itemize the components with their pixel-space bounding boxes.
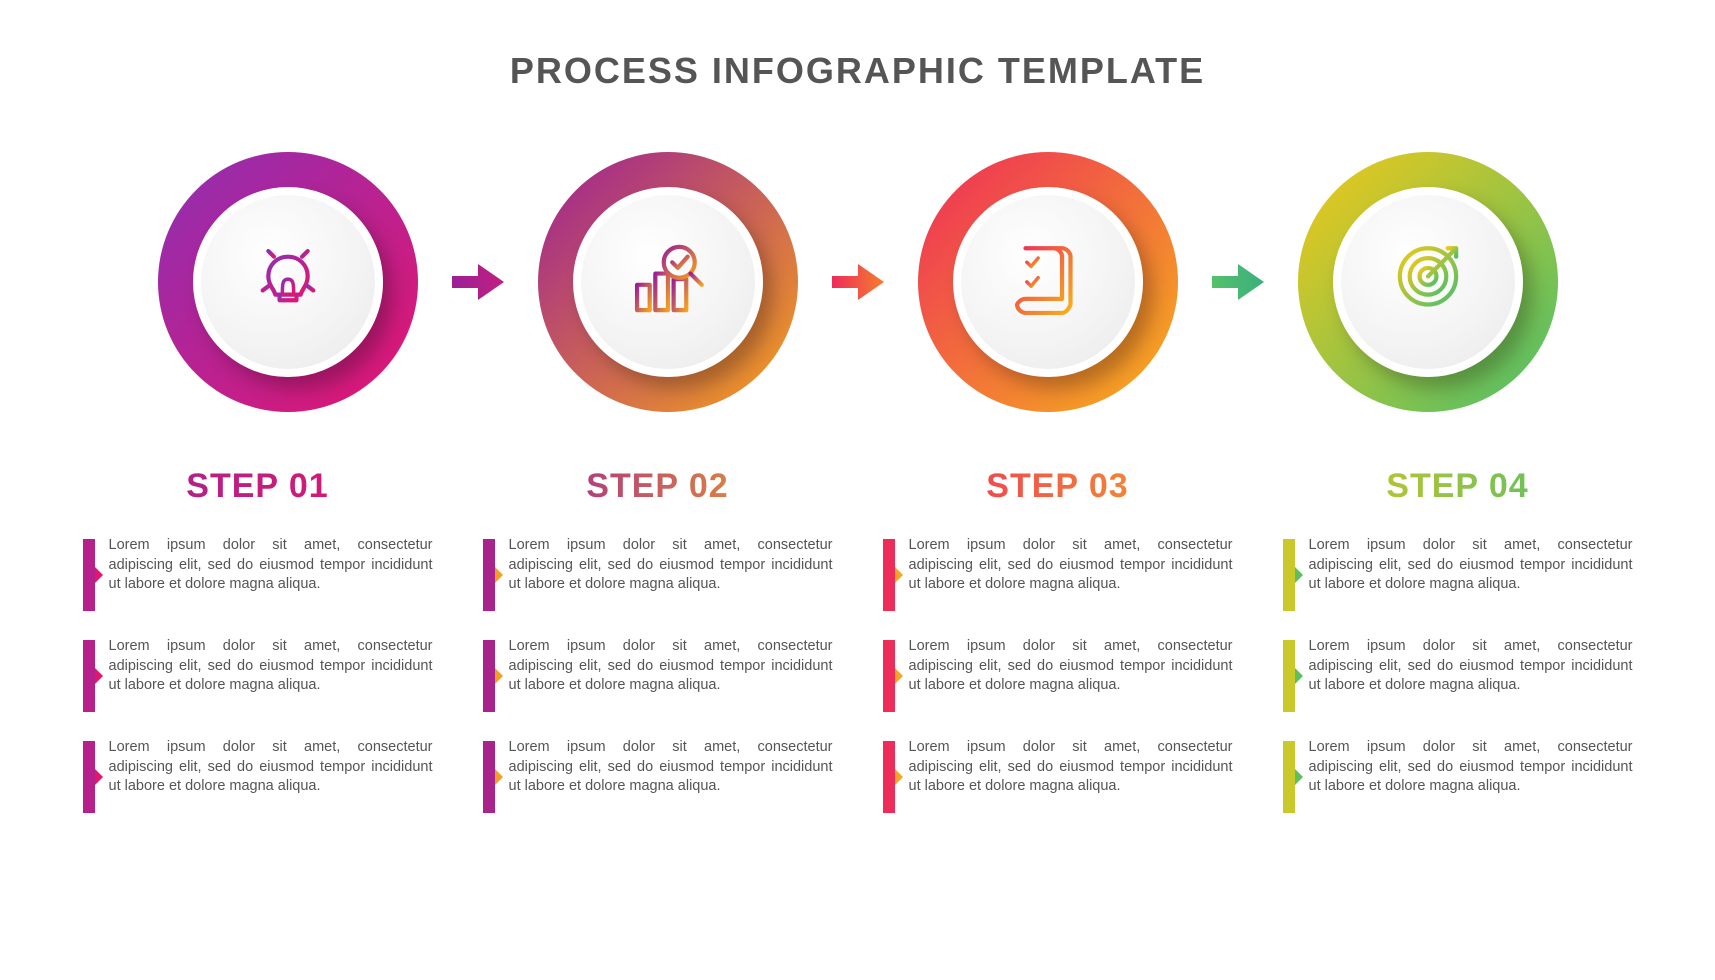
- step-circle-1: [158, 152, 418, 412]
- bullet-item: Lorem ipsum dolor sit amet, consectetur …: [1283, 536, 1633, 611]
- bullet-text: Lorem ipsum dolor sit amet, consectetur …: [909, 637, 1233, 712]
- bullet-column-4: Lorem ipsum dolor sit amet, consectetur …: [1283, 536, 1633, 839]
- bullet-marker-icon: [83, 640, 95, 712]
- step-heading-3: STEP 03: [908, 467, 1208, 506]
- step-inner-1: [193, 187, 383, 377]
- bullet-text: Lorem ipsum dolor sit amet, consectetur …: [909, 536, 1233, 611]
- bullet-column-3: Lorem ipsum dolor sit amet, consectetur …: [883, 536, 1233, 839]
- arrow-1: [438, 258, 518, 306]
- target-icon: [1383, 237, 1473, 327]
- checklist-icon: [1003, 237, 1093, 327]
- bullet-item: Lorem ipsum dolor sit amet, consectetur …: [1283, 738, 1633, 813]
- bullet-item: Lorem ipsum dolor sit amet, consectetur …: [883, 637, 1233, 712]
- arrow-2: [818, 258, 898, 306]
- bullet-marker-icon: [1283, 741, 1295, 813]
- bullet-item: Lorem ipsum dolor sit amet, consectetur …: [83, 637, 433, 712]
- bullet-marker-icon: [1283, 640, 1295, 712]
- step-circle-3: [918, 152, 1178, 412]
- bullet-item: Lorem ipsum dolor sit amet, consectetur …: [483, 738, 833, 813]
- circles-row: [0, 152, 1715, 412]
- bullet-text: Lorem ipsum dolor sit amet, consectetur …: [1309, 536, 1633, 611]
- arrow-icon: [828, 258, 888, 306]
- bullet-marker-icon: [883, 640, 895, 712]
- bullet-item: Lorem ipsum dolor sit amet, consectetur …: [1283, 637, 1633, 712]
- bullet-text: Lorem ipsum dolor sit amet, consectetur …: [109, 536, 433, 611]
- bullet-marker-icon: [83, 539, 95, 611]
- bullet-marker-icon: [83, 741, 95, 813]
- step-circle-2: [538, 152, 798, 412]
- bullet-text: Lorem ipsum dolor sit amet, consectetur …: [1309, 637, 1633, 712]
- bullet-item: Lorem ipsum dolor sit amet, consectetur …: [483, 637, 833, 712]
- bullet-text: Lorem ipsum dolor sit amet, consectetur …: [509, 637, 833, 712]
- bullet-text: Lorem ipsum dolor sit amet, consectetur …: [509, 536, 833, 611]
- analysis-icon: [623, 237, 713, 327]
- bullet-item: Lorem ipsum dolor sit amet, consectetur …: [483, 536, 833, 611]
- step-heading-4: STEP 04: [1308, 467, 1608, 506]
- bullet-text: Lorem ipsum dolor sit amet, consectetur …: [1309, 738, 1633, 813]
- bullet-text: Lorem ipsum dolor sit amet, consectetur …: [109, 637, 433, 712]
- arrow-3: [1198, 258, 1278, 306]
- bullet-item: Lorem ipsum dolor sit amet, consectetur …: [883, 738, 1233, 813]
- bullets-row: Lorem ipsum dolor sit amet, consectetur …: [0, 536, 1715, 839]
- step-inner-2: [573, 187, 763, 377]
- bullet-marker-icon: [883, 741, 895, 813]
- step-inner-3: [953, 187, 1143, 377]
- step-inner-4: [1333, 187, 1523, 377]
- bullet-marker-icon: [483, 741, 495, 813]
- bullet-text: Lorem ipsum dolor sit amet, consectetur …: [109, 738, 433, 813]
- arrow-icon: [1208, 258, 1268, 306]
- bullet-item: Lorem ipsum dolor sit amet, consectetur …: [883, 536, 1233, 611]
- step-circle-4: [1298, 152, 1558, 412]
- bullet-text: Lorem ipsum dolor sit amet, consectetur …: [909, 738, 1233, 813]
- lightbulb-icon: [243, 237, 333, 327]
- step-heading-1: STEP 01: [108, 467, 408, 506]
- bullet-column-1: Lorem ipsum dolor sit amet, consectetur …: [83, 536, 433, 839]
- bullet-marker-icon: [1283, 539, 1295, 611]
- arrow-icon: [448, 258, 508, 306]
- bullet-marker-icon: [883, 539, 895, 611]
- bullet-item: Lorem ipsum dolor sit amet, consectetur …: [83, 536, 433, 611]
- bullet-item: Lorem ipsum dolor sit amet, consectetur …: [83, 738, 433, 813]
- step-heading-2: STEP 02: [508, 467, 808, 506]
- bullet-text: Lorem ipsum dolor sit amet, consectetur …: [509, 738, 833, 813]
- infographic-title: PROCESS INFOGRAPHIC TEMPLATE: [0, 0, 1715, 92]
- bullet-marker-icon: [483, 640, 495, 712]
- bullet-column-2: Lorem ipsum dolor sit amet, consectetur …: [483, 536, 833, 839]
- headings-row: STEP 01 STEP 02 STEP 03 STEP 04: [0, 467, 1715, 506]
- bullet-marker-icon: [483, 539, 495, 611]
